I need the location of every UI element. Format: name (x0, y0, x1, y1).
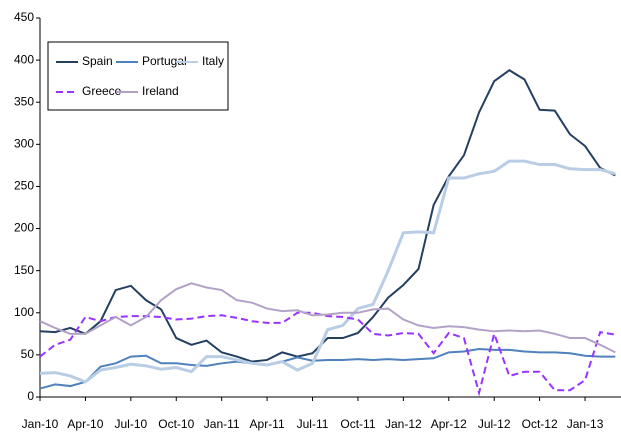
y-tick-label: 450 (14, 10, 34, 24)
x-tick-label: Apr-12 (431, 417, 467, 431)
x-tick-label: Oct-11 (340, 417, 375, 431)
y-tick-label: 400 (14, 52, 34, 66)
x-tick-label: Jan-12 (385, 417, 422, 431)
y-tick-label: 150 (14, 263, 34, 277)
y-tick-label: 350 (14, 94, 34, 108)
x-tick-label: Jan-13 (567, 417, 604, 431)
y-tick-label: 50 (21, 347, 35, 361)
series-line (39, 311, 616, 397)
series-line (39, 159, 616, 384)
y-tick-label: 300 (14, 137, 34, 151)
x-tick-label: Jul-12 (478, 417, 511, 431)
y-tick-label: 100 (14, 305, 34, 319)
x-tick-label: Jan-10 (22, 417, 59, 431)
x-tick-label: Jul-11 (297, 417, 329, 431)
series-line (39, 282, 616, 354)
x-tick-label: Jul-10 (114, 417, 147, 431)
legend-label: Spain (82, 54, 113, 68)
y-tick-label: 200 (14, 221, 34, 235)
series-line (39, 69, 616, 363)
x-tick-label: Apr-10 (67, 417, 103, 431)
x-tick-label: Jan-11 (204, 417, 240, 431)
legend-label: Portugal (142, 54, 187, 68)
y-tick-label: 0 (27, 389, 34, 403)
x-tick-label: Oct-10 (158, 417, 194, 431)
x-tick-label: Oct-12 (522, 417, 558, 431)
y-tick-label: 250 (14, 179, 34, 193)
legend-box (47, 41, 229, 111)
legend-label: Italy (202, 54, 224, 68)
legend-label: Greece (82, 84, 122, 98)
x-tick-label: Apr-11 (250, 417, 285, 431)
series-line (39, 347, 616, 390)
legend-label: Ireland (142, 84, 179, 98)
